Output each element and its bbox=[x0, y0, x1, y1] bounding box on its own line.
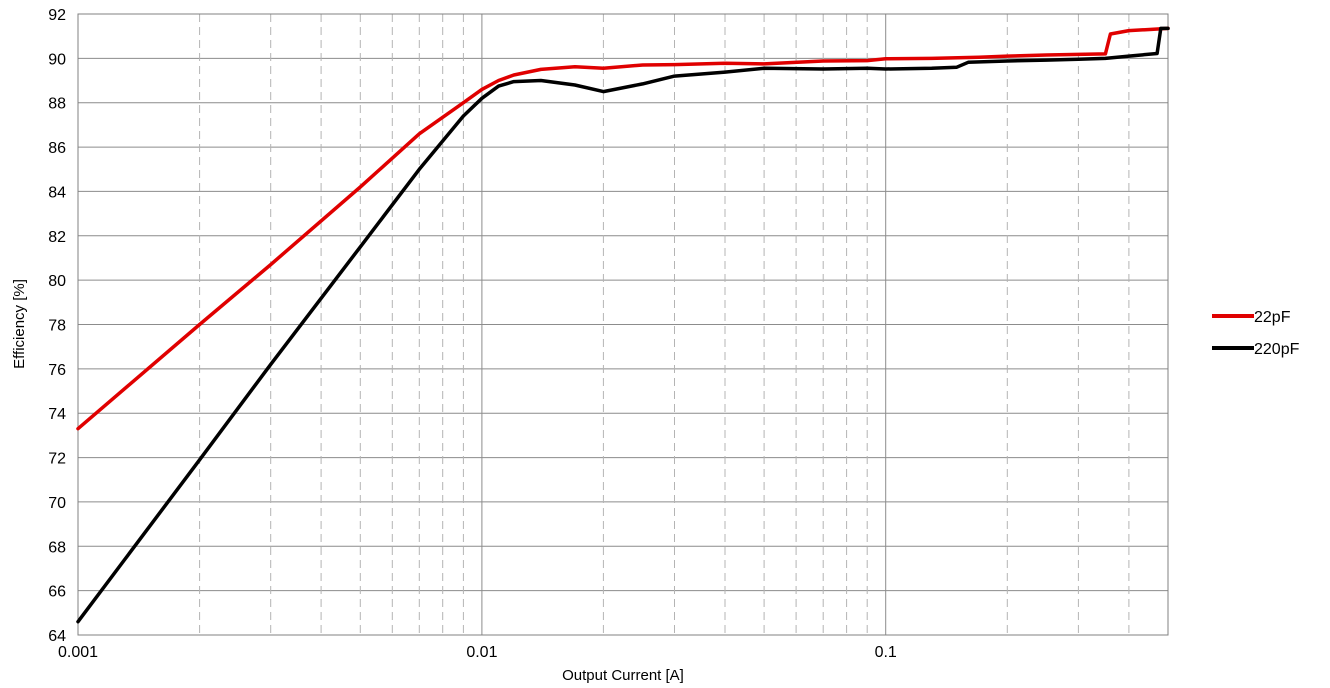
y-tick-label: 70 bbox=[48, 495, 66, 512]
y-axis-label: Efficiency [%] bbox=[11, 279, 28, 369]
y-tick-label: 72 bbox=[48, 451, 66, 468]
x-tick-label: 0.01 bbox=[466, 644, 497, 661]
y-tick-label: 86 bbox=[48, 140, 66, 157]
y-tick-label: 66 bbox=[48, 584, 66, 601]
y-tick-label: 92 bbox=[48, 7, 66, 24]
y-tick-label: 90 bbox=[48, 51, 66, 68]
y-tick-label: 82 bbox=[48, 229, 66, 246]
plot-area-border bbox=[77, 13, 1169, 636]
tick-labels: 64 66 68 70 72 74 76 78 80 82 84 86 88 90 92 0.001 0.01 0… bbox=[48, 7, 897, 661]
grid-layer bbox=[78, 13, 1169, 636]
y-tick-label: 68 bbox=[48, 539, 66, 556]
y-tick-label: 74 bbox=[48, 406, 66, 423]
series-line-22pf bbox=[76, 26, 1170, 431]
x-tick-label: 0.1 bbox=[875, 644, 897, 661]
legend-label-22pf: 22pF bbox=[1254, 309, 1291, 326]
y-tick-label: 84 bbox=[48, 184, 66, 201]
series-line-220pf bbox=[76, 26, 1170, 624]
y-tick-label: 78 bbox=[48, 318, 66, 335]
y-tick-label: 76 bbox=[48, 362, 66, 379]
y-tick-label: 80 bbox=[48, 273, 66, 290]
legend: 22pF 220pF bbox=[1212, 309, 1300, 358]
y-tick-label: 88 bbox=[48, 96, 66, 113]
y-tick-label: 64 bbox=[48, 628, 66, 645]
x-axis-label: Output Current [A] bbox=[562, 667, 684, 684]
x-tick-label: 0.001 bbox=[58, 644, 98, 661]
legend-label-220pf: 220pF bbox=[1254, 341, 1300, 358]
series-layer bbox=[76, 26, 1170, 624]
